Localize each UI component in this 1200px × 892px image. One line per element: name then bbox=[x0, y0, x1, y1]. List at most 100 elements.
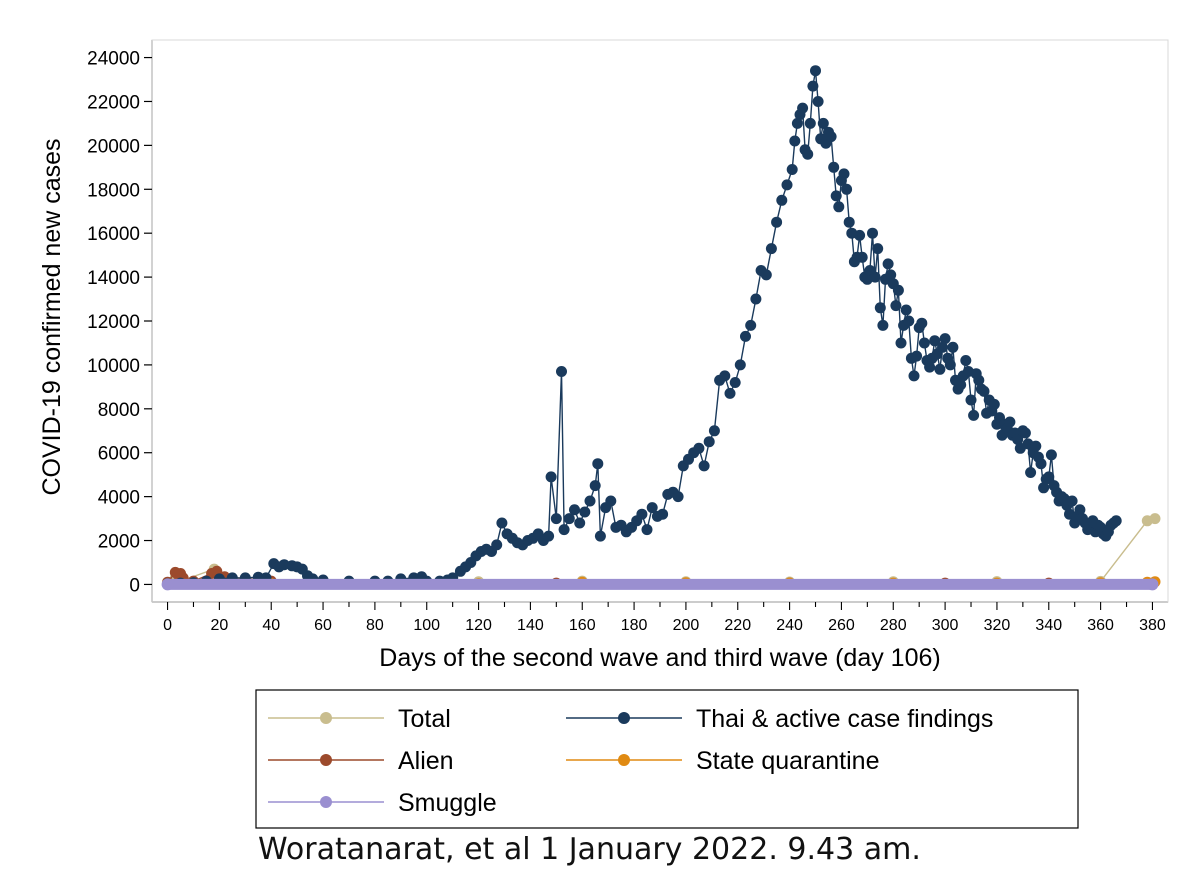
legend-item-state-quarantine: State quarantine bbox=[566, 747, 879, 775]
x-tick-label: 240 bbox=[776, 617, 803, 634]
data-point bbox=[960, 355, 972, 366]
series-thai-active-case-findings bbox=[162, 65, 1122, 590]
data-point bbox=[843, 216, 855, 228]
x-tick-label: 0 bbox=[163, 617, 172, 634]
data-point bbox=[978, 385, 990, 397]
data-point bbox=[545, 471, 557, 483]
x-tick-label: 180 bbox=[621, 617, 648, 634]
x-tick-label: 340 bbox=[1035, 617, 1062, 634]
data-point bbox=[1019, 427, 1031, 439]
y-axis-label: COVID-19 confirmed new cases bbox=[38, 138, 66, 495]
y-tick-label: 14000 bbox=[87, 268, 140, 289]
legend-item-thai-active-case-findings: Thai & active case findings bbox=[566, 705, 993, 733]
data-point bbox=[1149, 513, 1161, 525]
data-point bbox=[965, 394, 977, 406]
data-point bbox=[828, 161, 840, 173]
data-point bbox=[911, 350, 923, 362]
x-tick-label: 20 bbox=[210, 617, 228, 634]
data-point bbox=[491, 539, 503, 551]
y-tick-label: 0 bbox=[129, 575, 140, 596]
data-point bbox=[592, 458, 604, 470]
data-point bbox=[877, 319, 889, 331]
data-point bbox=[918, 337, 930, 349]
data-point bbox=[988, 398, 1000, 410]
x-tick-label: 260 bbox=[828, 617, 855, 634]
data-point bbox=[833, 201, 845, 213]
data-point bbox=[812, 96, 824, 107]
x-tick-label: 100 bbox=[413, 617, 440, 634]
x-tick-label: 320 bbox=[984, 617, 1011, 634]
data-point bbox=[929, 335, 941, 347]
data-point bbox=[1043, 471, 1055, 483]
legend: Total Thai & active case findings Alien Sta… bbox=[255, 689, 1079, 829]
legend-items: Total Thai & active case findings Alien Sta… bbox=[268, 705, 993, 817]
data-point bbox=[589, 480, 601, 492]
data-point bbox=[867, 227, 878, 239]
y-tick-label: 12000 bbox=[87, 312, 140, 333]
x-tick-label: 300 bbox=[932, 617, 959, 634]
data-point bbox=[869, 271, 881, 283]
series-layer bbox=[161, 65, 1161, 591]
data-point bbox=[900, 304, 912, 316]
data-point bbox=[1146, 578, 1159, 591]
data-point bbox=[804, 117, 816, 129]
legend-swatch-marker bbox=[320, 754, 332, 766]
data-point bbox=[745, 319, 757, 331]
x-tick-label: 280 bbox=[880, 617, 907, 634]
x-tick-label: 360 bbox=[1087, 617, 1114, 634]
data-point bbox=[550, 513, 562, 525]
data-point bbox=[734, 359, 746, 371]
data-point bbox=[791, 117, 803, 129]
x-tick-label: 120 bbox=[465, 617, 492, 634]
data-point bbox=[973, 374, 985, 386]
data-point bbox=[729, 377, 741, 388]
data-point bbox=[882, 258, 894, 270]
data-point bbox=[872, 243, 884, 255]
data-point bbox=[1025, 467, 1037, 478]
legend-box bbox=[255, 689, 1079, 829]
data-point bbox=[924, 361, 936, 373]
data-point bbox=[856, 251, 868, 263]
y-tick-label: 10000 bbox=[87, 356, 140, 377]
x-tick-label: 380 bbox=[1139, 617, 1166, 634]
y-tick-label: 8000 bbox=[98, 400, 140, 421]
y-tick-label: 16000 bbox=[87, 224, 140, 245]
y-tick-label: 24000 bbox=[87, 49, 140, 70]
data-point bbox=[781, 179, 793, 191]
x-tick-label: 220 bbox=[724, 617, 751, 634]
data-point bbox=[789, 135, 801, 147]
legend-item-total: Total bbox=[268, 705, 451, 733]
data-point bbox=[750, 293, 762, 305]
data-point bbox=[636, 508, 648, 520]
data-point bbox=[838, 168, 850, 180]
data-point bbox=[693, 442, 705, 454]
data-point bbox=[841, 183, 853, 195]
data-point bbox=[1004, 416, 1016, 428]
series-line-total bbox=[166, 517, 1156, 584]
data-point bbox=[161, 578, 174, 591]
data-point bbox=[854, 229, 866, 241]
data-point bbox=[802, 148, 814, 160]
legend-item-smuggle: Smuggle bbox=[268, 789, 497, 817]
x-tick-label: 160 bbox=[569, 617, 596, 634]
credit-text: Woratanarat, et al 1 January 2022. 9.43 … bbox=[258, 832, 921, 867]
series-line-thai-active-case-findings bbox=[166, 70, 1117, 585]
x-axis-ticks: 0 20 40 60 80 100 120 140 160 180 200 220 240 260 280 3… bbox=[163, 602, 1166, 634]
data-point bbox=[908, 370, 920, 382]
data-point bbox=[1074, 504, 1086, 516]
x-axis-label: Days of the second wave and third wave (… bbox=[379, 644, 940, 672]
data-point bbox=[708, 425, 720, 437]
data-point bbox=[1030, 440, 1042, 452]
x-tick-label: 80 bbox=[366, 617, 384, 634]
y-tick-label: 6000 bbox=[98, 444, 140, 465]
data-point bbox=[672, 491, 684, 503]
data-point bbox=[885, 269, 897, 281]
legend-label: Total bbox=[398, 705, 451, 733]
y-tick-label: 18000 bbox=[87, 180, 140, 201]
data-point bbox=[496, 517, 508, 529]
y-axis-ticks: 0 2000 4000 6000 8000 10000 12000 14000 16000 180… bbox=[87, 49, 152, 596]
data-point bbox=[955, 379, 967, 391]
data-point bbox=[569, 504, 580, 516]
data-point bbox=[558, 524, 570, 536]
